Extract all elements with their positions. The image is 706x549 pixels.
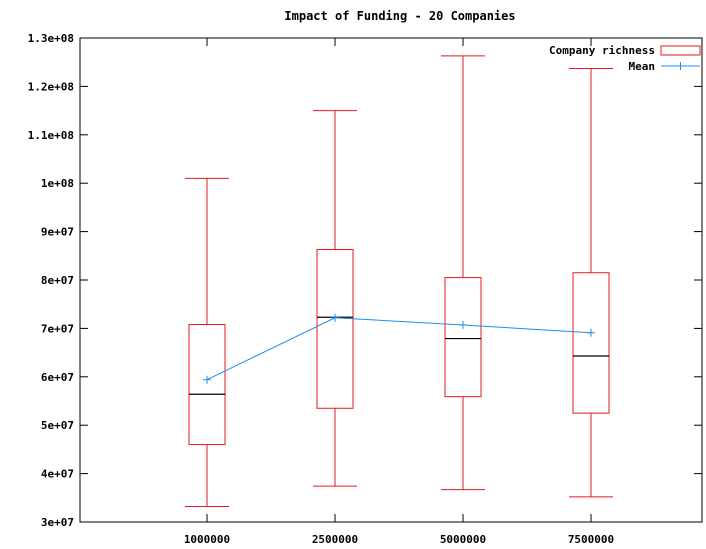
- chart-title: Impact of Funding - 20 Companies: [284, 9, 515, 23]
- y-tick-label: 1.2e+08: [28, 80, 74, 93]
- mean-line: [206, 317, 592, 381]
- y-tick-label: 1.1e+08: [28, 129, 74, 142]
- x-tick-label: 1000000: [184, 533, 230, 546]
- mean-point: [459, 321, 467, 330]
- box-series-company-richness: [185, 55, 613, 508]
- y-axis: 3e+07 4e+07 5e+07 6e+07 7e+07 8e+07 9e+07 1e+08…: [28, 32, 702, 529]
- x-tick-label: 7500000: [568, 533, 614, 546]
- y-tick-label: 4e+07: [41, 468, 74, 481]
- mean-point: [203, 375, 211, 384]
- legend-label-mean: Mean: [629, 60, 656, 73]
- box-iqr: [188, 324, 226, 446]
- y-tick-label: 1.3e+08: [28, 32, 74, 45]
- box-iqr: [572, 272, 610, 414]
- y-tick-label: 9e+07: [41, 226, 74, 239]
- y-tick-label: 6e+07: [41, 371, 74, 384]
- box-iqr: [316, 249, 354, 409]
- mean-point: [331, 313, 339, 322]
- box-5000000: [441, 55, 485, 491]
- y-tick-label: 5e+07: [41, 419, 74, 432]
- legend-label-company-richness: Company richness: [549, 44, 655, 57]
- y-tick-label: 1e+08: [41, 177, 74, 190]
- box-1000000: [185, 177, 229, 508]
- legend-swatch-box: [660, 45, 701, 56]
- mean-point: [587, 328, 595, 337]
- y-tick-label: 8e+07: [41, 274, 74, 287]
- box-iqr: [444, 277, 482, 398]
- y-tick-label: 3e+07: [41, 516, 74, 529]
- x-tick-label: 2500000: [312, 533, 358, 546]
- x-tick-label: 5000000: [440, 533, 486, 546]
- y-tick-label: 7e+07: [41, 322, 74, 335]
- line-series-mean: [203, 313, 595, 384]
- box-7500000: [569, 67, 613, 498]
- legend: Company richness Mean: [549, 44, 701, 73]
- box-2500000: [313, 110, 357, 487]
- x-axis: 1000000 2500000 5000000 7500000: [184, 38, 614, 546]
